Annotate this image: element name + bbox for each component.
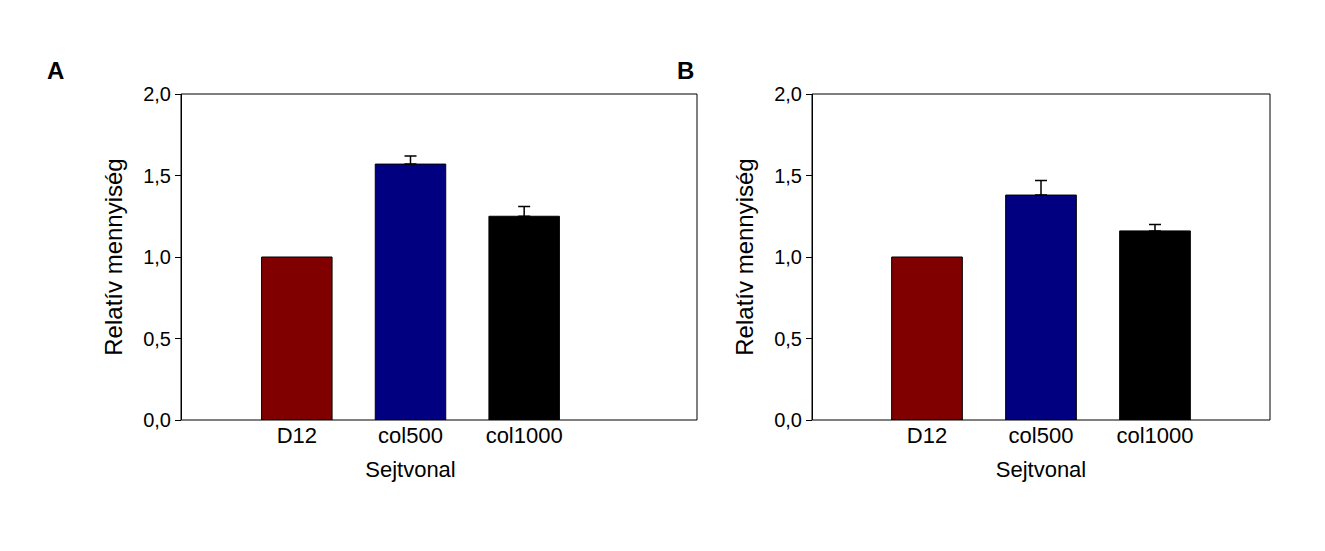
- svg-text:col1000: col1000: [486, 423, 563, 448]
- svg-text:Sejtvonal: Sejtvonal: [365, 457, 456, 482]
- svg-text:1,0: 1,0: [774, 246, 802, 268]
- svg-text:Relatív mennyiség: Relatív mennyiség: [731, 158, 758, 355]
- svg-text:0,0: 0,0: [774, 409, 802, 431]
- svg-text:Relatív mennyiség: Relatív mennyiség: [100, 158, 127, 355]
- svg-text:A: A: [47, 57, 64, 84]
- svg-text:0,0: 0,0: [143, 409, 171, 431]
- svg-text:B: B: [677, 57, 694, 84]
- svg-text:0,5: 0,5: [143, 328, 171, 350]
- svg-text:2,0: 2,0: [143, 83, 171, 105]
- svg-text:D12: D12: [277, 423, 317, 448]
- svg-text:1,5: 1,5: [774, 165, 802, 187]
- svg-text:1,0: 1,0: [143, 246, 171, 268]
- svg-text:2,0: 2,0: [774, 83, 802, 105]
- svg-text:col500: col500: [1009, 423, 1074, 448]
- svg-text:col500: col500: [378, 423, 443, 448]
- svg-text:0,5: 0,5: [774, 328, 802, 350]
- svg-text:Sejtvonal: Sejtvonal: [996, 457, 1087, 482]
- svg-text:D12: D12: [907, 423, 947, 448]
- svg-text:1,5: 1,5: [143, 165, 171, 187]
- svg-text:col1000: col1000: [1116, 423, 1193, 448]
